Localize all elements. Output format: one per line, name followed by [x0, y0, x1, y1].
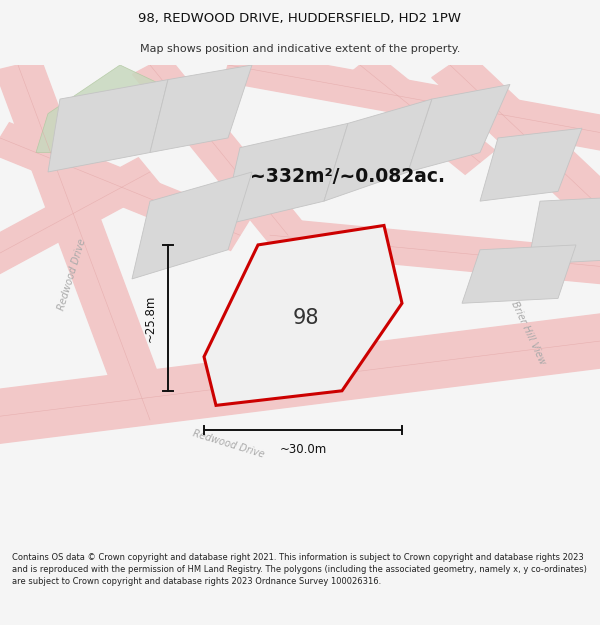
- Text: Map shows position and indicative extent of the property.: Map shows position and indicative extent…: [140, 44, 460, 54]
- Polygon shape: [150, 65, 252, 152]
- Polygon shape: [36, 65, 192, 152]
- Text: ~25.8m: ~25.8m: [143, 294, 157, 341]
- Polygon shape: [133, 56, 305, 244]
- Polygon shape: [345, 53, 495, 174]
- Polygon shape: [528, 196, 600, 264]
- Text: 98: 98: [293, 308, 319, 328]
- Polygon shape: [0, 311, 600, 446]
- Text: Redwood Drive: Redwood Drive: [56, 237, 88, 311]
- Polygon shape: [0, 158, 161, 283]
- Polygon shape: [408, 84, 510, 172]
- Text: ~30.0m: ~30.0m: [280, 442, 326, 456]
- Polygon shape: [264, 231, 384, 318]
- Text: Contains OS data © Crown copyright and database right 2021. This information is : Contains OS data © Crown copyright and d…: [12, 553, 587, 586]
- Polygon shape: [480, 128, 582, 201]
- Text: Redwood Drive: Redwood Drive: [191, 429, 265, 460]
- Polygon shape: [222, 123, 348, 226]
- Polygon shape: [223, 48, 600, 154]
- Polygon shape: [462, 245, 576, 303]
- Polygon shape: [268, 218, 600, 286]
- Polygon shape: [48, 79, 168, 172]
- Text: ~332m²/~0.082ac.: ~332m²/~0.082ac.: [251, 168, 445, 186]
- Polygon shape: [432, 52, 600, 248]
- Polygon shape: [204, 226, 402, 406]
- Polygon shape: [324, 99, 432, 201]
- Text: 98, REDWOOD DRIVE, HUDDERSFIELD, HD2 1PW: 98, REDWOOD DRIVE, HUDDERSFIELD, HD2 1PW: [139, 12, 461, 25]
- Polygon shape: [0, 122, 250, 251]
- Polygon shape: [132, 172, 252, 279]
- Polygon shape: [0, 59, 173, 426]
- Text: Brier Hill View: Brier Hill View: [509, 299, 547, 366]
